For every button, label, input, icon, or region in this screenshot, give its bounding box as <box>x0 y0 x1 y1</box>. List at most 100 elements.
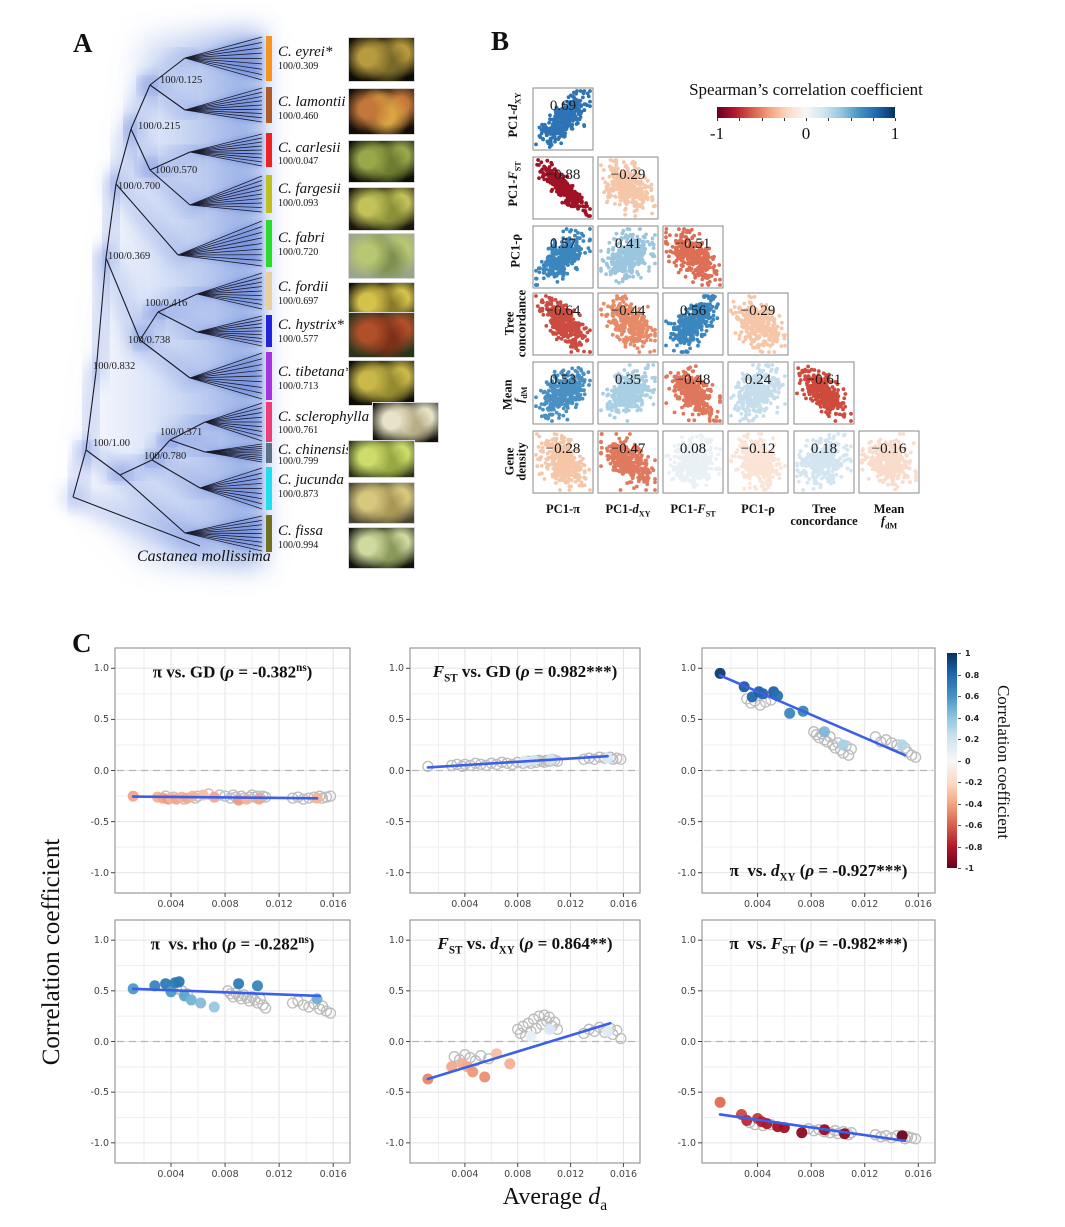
data-point <box>896 739 908 751</box>
species-support: 100/0.713 <box>278 381 319 392</box>
colorbar-tick-label: 0 <box>965 756 971 766</box>
colorbar-tick-mark <box>958 674 961 676</box>
colorbar-tick-mark <box>958 717 961 719</box>
tree-edge <box>119 474 186 534</box>
species-name: C. fabri <box>278 230 325 246</box>
tree-node-support-label: 100/0.215 <box>138 121 181 132</box>
data-point-open <box>259 1002 272 1014</box>
tree-edge <box>169 439 206 453</box>
data-point <box>253 793 265 805</box>
tree-edge <box>85 371 97 451</box>
tree-node-support-label: 100/0.369 <box>108 251 151 262</box>
tree-edge <box>95 257 107 373</box>
matrix-cell-value: 0.35 <box>614 372 642 388</box>
tree-node-support-label: 100/1.00 <box>93 438 131 449</box>
tree-edge <box>105 257 141 341</box>
matrix-cell <box>597 292 659 356</box>
species-photo <box>348 312 415 358</box>
tree-edge <box>130 128 151 171</box>
species-support: 100/0.577 <box>278 334 319 345</box>
outgroup-label: Castanea mollissima <box>137 548 271 565</box>
matrix-cell-value: 0.56 <box>679 303 707 319</box>
plot-title: π vs. GD (ρ = -0.382ns) <box>152 662 313 682</box>
data-point <box>173 976 185 988</box>
legend-tick-mark <box>806 118 807 121</box>
matrix-cell-value: −0.61 <box>806 372 842 388</box>
matrix-cell <box>727 292 789 356</box>
data-point <box>504 1058 516 1070</box>
data-point <box>525 1030 537 1042</box>
data-point-open <box>842 749 855 761</box>
x-tick-label: 0.016 <box>904 1169 932 1180</box>
matrix-cell <box>858 430 920 494</box>
colorbar-tick-mark <box>958 846 961 848</box>
plot-title: π vs. FST (ρ = -0.982***) <box>729 934 908 957</box>
regression-line <box>131 795 319 800</box>
species-name: C. lamontii <box>278 94 346 110</box>
y-tick-label: 0.5 <box>680 985 696 997</box>
y-tick-label: -0.5 <box>90 816 109 828</box>
data-point-open <box>808 1125 820 1137</box>
matrix-cell-value: −0.47 <box>610 441 646 457</box>
tree-edge <box>151 439 171 461</box>
species-color-bar <box>266 402 272 442</box>
y-tick-label: -1.0 <box>385 1137 404 1149</box>
colorbar-tick-mark <box>958 782 961 783</box>
matrix-row-label: PC1-dXY <box>506 92 523 138</box>
scatter-plot-C2 <box>406 647 641 897</box>
y-tick-label: 0.5 <box>93 985 109 997</box>
y-tick-label: -0.5 <box>90 1087 109 1099</box>
species-name: C. sclerophylla <box>278 409 370 425</box>
matrix-cell-value: −0.51 <box>675 236 711 252</box>
data-point-open <box>314 1003 326 1015</box>
data-point <box>467 1066 479 1078</box>
data-point-open <box>475 1050 487 1062</box>
species-color-bar <box>266 315 272 347</box>
y-tick-label: -1.0 <box>677 867 696 879</box>
x-tick-label: 0.012 <box>851 899 879 910</box>
data-point-open <box>754 699 766 711</box>
species-support: 100/0.093 <box>278 198 319 209</box>
regression-line <box>131 987 321 998</box>
tree-edge <box>105 183 117 259</box>
x-tick-label: 0.012 <box>556 1169 585 1180</box>
colorbar-tick-label: 0.6 <box>965 692 980 701</box>
colorbar-tick-label: -0.2 <box>965 778 983 787</box>
species-color-bar <box>266 87 272 123</box>
species-name: C. carlesii <box>278 140 341 156</box>
y-tick-label: -0.5 <box>385 1087 404 1099</box>
data-point <box>252 980 263 992</box>
matrix-column-label: PC1-π <box>546 502 580 516</box>
matrix-cell <box>532 430 594 494</box>
colorbar-tick-label: -0.4 <box>965 799 983 809</box>
panel-a-label: A <box>73 28 93 58</box>
matrix-cell-value: −0.88 <box>545 167 581 183</box>
x-tick-label: 0.008 <box>504 899 532 910</box>
data-point <box>479 1071 491 1083</box>
regression-line <box>426 1021 612 1081</box>
y-tick-label: 0.0 <box>680 1036 696 1048</box>
x-tick-label: 0.016 <box>904 899 932 910</box>
data-point-open <box>909 751 922 763</box>
tree-edge <box>130 84 151 130</box>
y-tick-label: 1.0 <box>388 935 404 947</box>
species-photo <box>348 360 415 406</box>
colorbar-tick-label: -0.6 <box>965 821 983 830</box>
species-support: 100/0.761 <box>278 425 319 436</box>
x-tick-label: 0.004 <box>451 899 479 910</box>
species-color-bar <box>266 220 272 267</box>
y-tick-label: 0.0 <box>93 765 109 777</box>
regression-line <box>718 1113 907 1143</box>
data-point <box>602 752 614 764</box>
y-tick-label: 1.0 <box>388 663 404 675</box>
tree-node-support-label: 100/0.700 <box>118 181 161 192</box>
data-point-open <box>297 999 310 1011</box>
matrix-cell <box>597 430 659 494</box>
matrix-cell <box>532 87 594 151</box>
scatter-plot-C3 <box>698 647 936 897</box>
x-tick-label: 0.008 <box>797 899 825 910</box>
y-tick-label: 1.0 <box>93 935 109 947</box>
matrix-cell <box>597 225 659 289</box>
species-name: C. jucunda <box>278 472 344 488</box>
data-point <box>543 1023 555 1035</box>
